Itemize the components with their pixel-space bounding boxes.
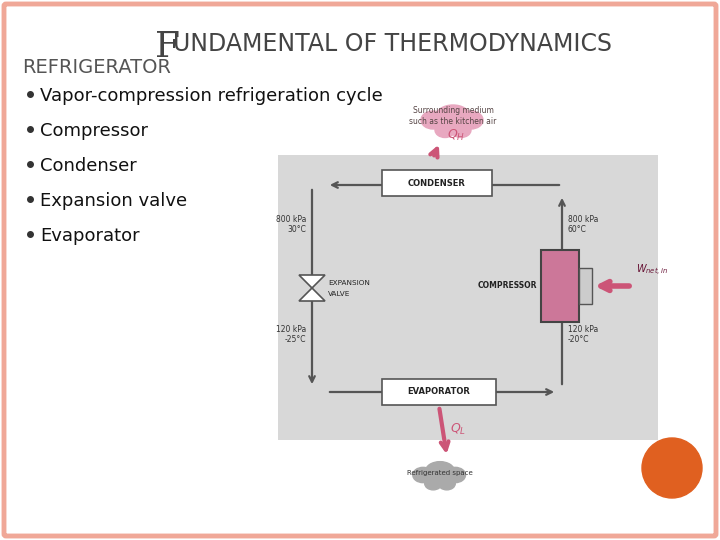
Text: REFRIGERATOR: REFRIGERATOR bbox=[22, 58, 171, 77]
Ellipse shape bbox=[439, 116, 467, 134]
FancyBboxPatch shape bbox=[382, 379, 496, 405]
Text: CONDENSER: CONDENSER bbox=[408, 179, 466, 187]
FancyBboxPatch shape bbox=[278, 155, 658, 440]
Text: $Q_H$: $Q_H$ bbox=[447, 128, 465, 143]
Text: 120 kPa
-20°C: 120 kPa -20°C bbox=[568, 325, 598, 345]
Ellipse shape bbox=[413, 467, 433, 483]
Text: 120 kPa
-25°C: 120 kPa -25°C bbox=[276, 325, 306, 345]
Text: UNDAMENTAL OF THERMODYNAMICS: UNDAMENTAL OF THERMODYNAMICS bbox=[173, 32, 612, 56]
Text: Refrigerated space: Refrigerated space bbox=[407, 470, 473, 476]
Polygon shape bbox=[299, 288, 325, 301]
Text: Condenser: Condenser bbox=[40, 157, 137, 175]
Text: F: F bbox=[155, 30, 180, 64]
Text: Evaporator: Evaporator bbox=[40, 227, 140, 245]
Ellipse shape bbox=[421, 111, 445, 129]
Text: Compressor: Compressor bbox=[40, 122, 148, 140]
Ellipse shape bbox=[436, 105, 470, 127]
FancyBboxPatch shape bbox=[382, 170, 492, 196]
Circle shape bbox=[642, 438, 702, 498]
Ellipse shape bbox=[459, 111, 483, 129]
FancyBboxPatch shape bbox=[541, 250, 579, 322]
Text: Expansion valve: Expansion valve bbox=[40, 192, 187, 210]
Text: EXPANSION: EXPANSION bbox=[328, 280, 370, 286]
Text: 800 kPa
30°C: 800 kPa 30°C bbox=[276, 215, 306, 234]
Polygon shape bbox=[299, 275, 325, 288]
Ellipse shape bbox=[426, 462, 454, 481]
Ellipse shape bbox=[438, 477, 455, 490]
Ellipse shape bbox=[445, 467, 466, 483]
Ellipse shape bbox=[451, 123, 471, 138]
Text: VALVE: VALVE bbox=[328, 291, 351, 297]
FancyBboxPatch shape bbox=[579, 268, 592, 304]
Text: Vapor-compression refrigeration cycle: Vapor-compression refrigeration cycle bbox=[40, 87, 383, 105]
Text: EVAPORATOR: EVAPORATOR bbox=[408, 388, 470, 396]
Text: $Q_L$: $Q_L$ bbox=[450, 422, 466, 437]
FancyBboxPatch shape bbox=[4, 4, 716, 536]
Text: $W_{net,in}$: $W_{net,in}$ bbox=[636, 263, 668, 278]
Ellipse shape bbox=[425, 477, 441, 490]
Ellipse shape bbox=[428, 471, 452, 487]
Text: 800 kPa
60°C: 800 kPa 60°C bbox=[568, 215, 598, 234]
Text: COMPRESSOR: COMPRESSOR bbox=[477, 281, 537, 291]
Ellipse shape bbox=[435, 123, 455, 138]
Text: Surrounding medium
such as the kitchen air: Surrounding medium such as the kitchen a… bbox=[409, 106, 497, 126]
